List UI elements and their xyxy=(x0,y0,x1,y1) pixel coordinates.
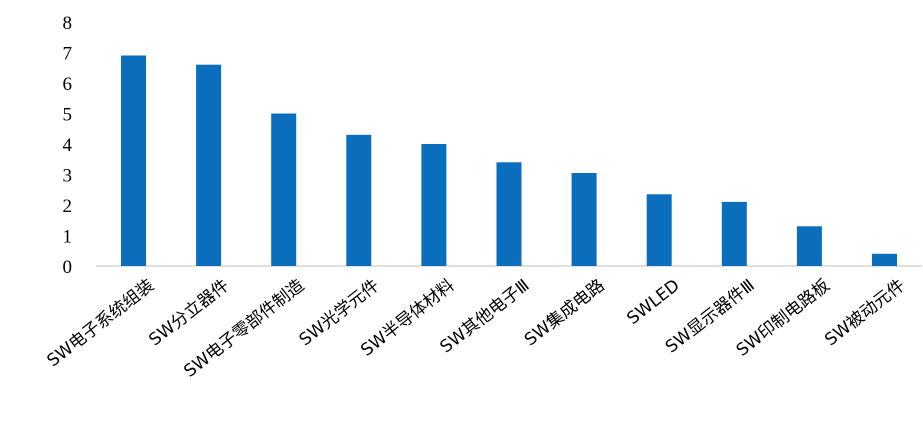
bar xyxy=(872,253,897,266)
x-tick-label: SW被动元件 xyxy=(821,276,909,351)
x-tick-label: SW集成电路 xyxy=(521,276,609,351)
bar xyxy=(271,113,297,266)
bar xyxy=(796,226,822,266)
y-tick-label: 2 xyxy=(63,196,73,217)
bar xyxy=(646,194,672,266)
y-tick-label: 1 xyxy=(63,227,73,248)
y-tick-label: 0 xyxy=(63,257,73,278)
bar xyxy=(721,201,747,266)
y-axis-ticks: 0 1 2 3 4 5 6 7 8 xyxy=(63,13,73,278)
y-tick-label: 5 xyxy=(63,105,73,126)
bar xyxy=(121,55,146,266)
x-axis-labels: SW电子系统组装SW分立器件SW电子零部件制造SW光学元件SW半导体材料SW其他… xyxy=(44,276,909,382)
bar xyxy=(421,144,447,266)
bar xyxy=(346,134,372,266)
bar xyxy=(571,173,597,266)
bar xyxy=(496,162,522,266)
y-tick-label: 8 xyxy=(63,13,73,34)
y-tick-label: 3 xyxy=(63,166,73,187)
x-tick-label: SW电子系统组装 xyxy=(44,276,158,372)
y-tick-label: 4 xyxy=(63,135,73,156)
x-tick-label: SWLED xyxy=(623,276,683,329)
y-tick-label: 6 xyxy=(63,74,73,95)
bar xyxy=(196,64,222,266)
y-tick-label: 7 xyxy=(63,44,73,65)
bars xyxy=(121,55,897,266)
